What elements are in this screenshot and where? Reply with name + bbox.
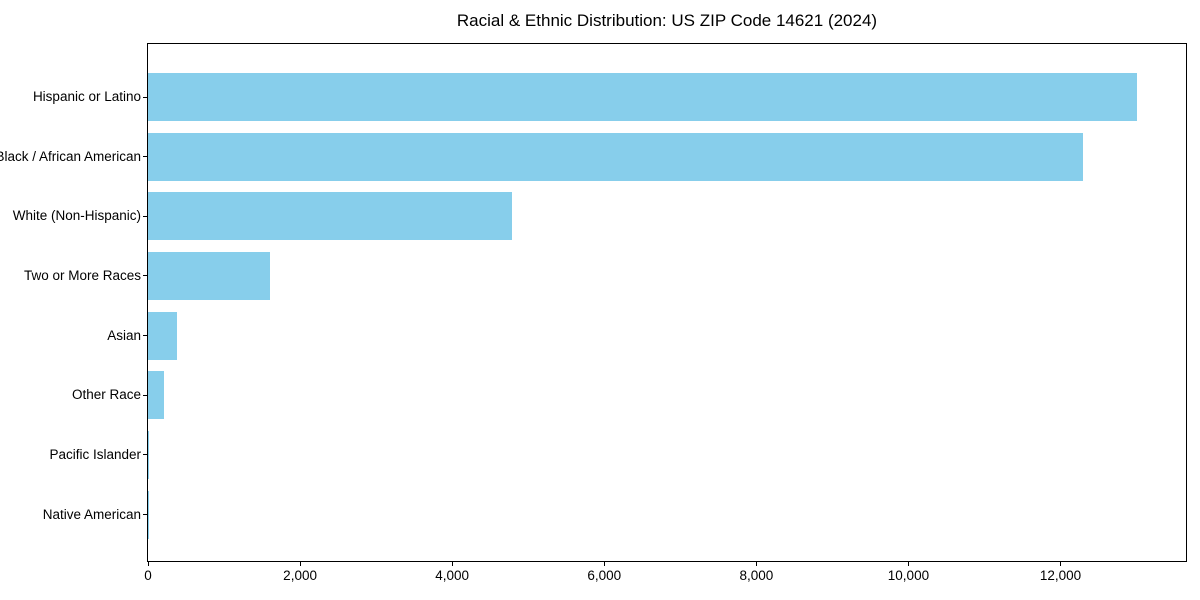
x-tick-mark [755,562,757,566]
y-axis-label: White (Non-Hispanic) [12,208,141,224]
x-tick-mark [1060,562,1062,566]
chart-title: Racial & Ethnic Distribution: US ZIP Cod… [456,11,878,30]
bar [148,192,513,241]
y-tick-mark [143,215,147,217]
x-tick-label: 12,000 [1039,568,1082,583]
x-tick-mark [907,562,909,566]
x-tick-mark [603,562,605,566]
x-tick-label: 10,000 [887,568,930,583]
bar [148,132,1084,181]
y-tick-mark [143,96,147,98]
y-tick-mark [143,454,147,456]
bar [148,371,164,420]
y-axis-label: Pacific Islander [49,446,141,462]
y-tick-mark [143,156,147,158]
bar [148,73,1137,121]
x-tick-label: 0 [144,568,152,583]
y-tick-mark [143,394,147,396]
y-tick-mark [143,275,147,277]
x-tick-label: 6,000 [587,568,622,583]
y-axis-label: Black / African American [0,148,141,164]
bar [148,430,150,479]
y-tick-mark [143,514,147,516]
x-tick-mark [147,562,149,566]
y-axis-label: Two or More Races [23,267,141,283]
x-tick-mark [451,562,453,566]
bar [148,311,178,360]
x-tick-label: 4,000 [435,568,470,583]
x-tick-label: 2,000 [283,568,317,583]
y-tick-mark [143,335,147,337]
y-axis-label: Hispanic or Latino [32,89,141,104]
y-axis-label: Native American [42,506,141,522]
x-tick-label: 8,000 [739,568,774,583]
x-tick-mark [299,562,301,566]
plot-area: Hispanic or Latino Black / African Americ… [0,43,1187,583]
y-axis-label: Asian [107,327,141,343]
bar [148,490,149,539]
y-axis-label: Other Race [71,387,141,403]
bar [148,251,271,300]
